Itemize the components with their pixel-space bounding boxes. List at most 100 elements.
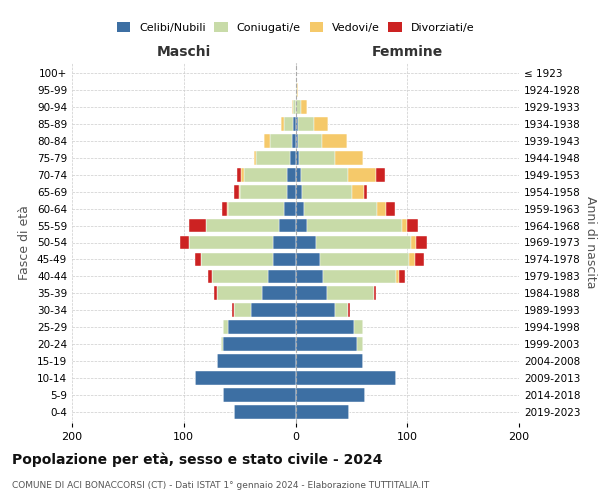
Bar — [307, 218, 401, 232]
Bar — [377, 202, 386, 215]
Bar — [386, 202, 395, 215]
Bar — [296, 252, 320, 266]
Bar — [244, 168, 287, 181]
Bar — [320, 252, 409, 266]
Bar — [264, 134, 270, 147]
Bar — [208, 270, 212, 283]
Text: Popolazione per età, sesso e stato civile - 2024: Popolazione per età, sesso e stato civil… — [12, 452, 383, 467]
Legend: Celibi/Nubili, Coniugati/e, Vedovi/e, Divorziati/e: Celibi/Nubili, Coniugati/e, Vedovi/e, Di… — [112, 18, 479, 38]
Y-axis label: Fasce di età: Fasce di età — [19, 205, 31, 280]
Bar — [416, 236, 427, 250]
Bar — [323, 270, 396, 283]
Bar — [296, 100, 301, 114]
Bar — [200, 252, 273, 266]
Bar — [223, 388, 296, 402]
Bar — [221, 338, 223, 351]
Bar — [217, 354, 296, 368]
Bar — [229, 202, 284, 215]
Bar — [357, 338, 362, 351]
Bar — [296, 354, 362, 368]
Bar — [410, 236, 416, 250]
Bar — [256, 150, 290, 164]
Text: Femmine: Femmine — [371, 45, 443, 59]
Bar — [314, 116, 328, 130]
Bar — [195, 372, 296, 386]
Text: Maschi: Maschi — [157, 45, 211, 59]
Bar — [229, 320, 296, 334]
Bar — [296, 116, 298, 130]
Bar — [273, 236, 296, 250]
Bar — [190, 218, 206, 232]
Bar — [296, 372, 396, 386]
Bar — [217, 286, 262, 300]
Bar — [268, 270, 296, 283]
Bar — [364, 184, 367, 198]
Bar — [234, 406, 296, 419]
Bar — [223, 320, 229, 334]
Bar — [296, 236, 316, 250]
Bar — [302, 184, 352, 198]
Bar — [296, 168, 301, 181]
Bar — [195, 252, 200, 266]
Bar — [222, 202, 227, 215]
Bar — [296, 304, 335, 318]
Bar — [254, 150, 256, 164]
Bar — [296, 270, 323, 283]
Bar — [415, 252, 424, 266]
Bar — [296, 320, 353, 334]
Bar — [316, 236, 410, 250]
Bar — [239, 184, 287, 198]
Bar — [284, 116, 293, 130]
Bar — [296, 134, 298, 147]
Bar — [298, 116, 314, 130]
Bar — [234, 304, 251, 318]
Bar — [284, 202, 296, 215]
Bar — [296, 150, 299, 164]
Bar — [396, 270, 400, 283]
Bar — [281, 116, 284, 130]
Bar — [238, 168, 241, 181]
Bar — [293, 100, 296, 114]
Y-axis label: Anni di nascita: Anni di nascita — [584, 196, 597, 289]
Bar — [212, 270, 268, 283]
Bar — [352, 184, 364, 198]
Bar — [251, 304, 296, 318]
Bar — [296, 286, 327, 300]
Bar — [296, 184, 302, 198]
Bar — [262, 286, 296, 300]
Bar — [409, 252, 415, 266]
Bar — [293, 116, 296, 130]
Bar — [296, 218, 307, 232]
Bar — [273, 252, 296, 266]
Bar — [227, 202, 229, 215]
Bar — [348, 168, 376, 181]
Bar — [296, 338, 357, 351]
Bar — [301, 100, 307, 114]
Bar — [181, 236, 190, 250]
Bar — [223, 338, 296, 351]
Bar — [374, 286, 376, 300]
Bar — [348, 304, 350, 318]
Bar — [304, 202, 377, 215]
Bar — [206, 218, 279, 232]
Bar — [270, 134, 292, 147]
Bar — [279, 218, 296, 232]
Bar — [401, 218, 407, 232]
Bar — [327, 286, 374, 300]
Bar — [335, 150, 362, 164]
Bar — [287, 168, 296, 181]
Bar — [292, 100, 293, 114]
Bar — [241, 168, 244, 181]
Bar — [190, 236, 273, 250]
Bar — [214, 286, 217, 300]
Bar — [287, 184, 296, 198]
Bar — [296, 82, 298, 96]
Bar — [322, 134, 347, 147]
Text: COMUNE DI ACI BONACCORSI (CT) - Dati ISTAT 1° gennaio 2024 - Elaborazione TUTTIT: COMUNE DI ACI BONACCORSI (CT) - Dati IST… — [12, 481, 429, 490]
Bar — [296, 388, 365, 402]
Bar — [376, 168, 385, 181]
Bar — [232, 304, 234, 318]
Bar — [400, 270, 405, 283]
Bar — [290, 150, 296, 164]
Bar — [301, 168, 348, 181]
